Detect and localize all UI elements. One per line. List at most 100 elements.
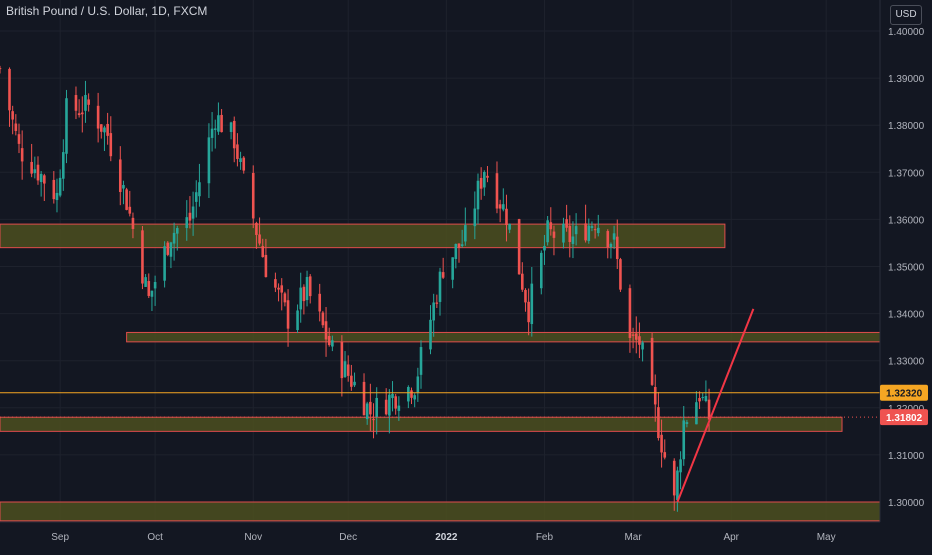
candle xyxy=(55,178,59,213)
candle xyxy=(479,167,483,200)
candle xyxy=(11,105,14,135)
candle xyxy=(84,80,87,123)
candle xyxy=(172,222,176,261)
price-zone[interactable] xyxy=(126,331,894,343)
candle xyxy=(185,200,189,241)
candle xyxy=(634,316,638,354)
candle xyxy=(394,394,397,415)
x-tick-label: Feb xyxy=(536,532,554,543)
candle xyxy=(213,119,217,149)
candle xyxy=(296,304,299,334)
y-tick-label: 1.38000 xyxy=(888,121,925,132)
price-axis[interactable]: 1.40000 1.39000 1.38000 1.37000 1.36000 1.350… xyxy=(879,0,932,550)
candle xyxy=(521,262,524,292)
candle xyxy=(391,381,394,412)
candle xyxy=(261,238,265,258)
candle xyxy=(77,99,81,118)
candle xyxy=(232,116,236,163)
candle xyxy=(375,387,378,435)
candle xyxy=(701,392,705,401)
candle xyxy=(552,225,556,256)
candle xyxy=(619,257,622,292)
candle xyxy=(242,156,246,174)
candle xyxy=(438,267,442,316)
price-zone[interactable] xyxy=(0,501,881,522)
candle xyxy=(99,124,103,139)
currency-button[interactable]: USD xyxy=(890,5,922,25)
candle xyxy=(653,374,657,422)
candle xyxy=(327,327,331,347)
candle xyxy=(166,241,170,257)
candle xyxy=(672,458,676,511)
candle xyxy=(495,161,499,214)
candle xyxy=(660,419,663,468)
candle xyxy=(435,294,439,309)
y-tick-label: 1.33000 xyxy=(888,357,925,368)
candle xyxy=(473,191,477,240)
candle xyxy=(698,391,701,409)
candle xyxy=(502,188,505,212)
candle xyxy=(350,364,353,391)
candle xyxy=(318,283,322,322)
candle xyxy=(8,67,11,127)
time-axis[interactable]: Sep Oct Nov Dec 2022 Feb Mar Apr May xyxy=(0,521,932,550)
candle xyxy=(593,223,597,239)
y-tick-label: 1.36000 xyxy=(888,215,925,226)
candle xyxy=(676,466,679,512)
x-tick-label: May xyxy=(817,532,836,543)
candle xyxy=(74,86,78,120)
candle xyxy=(239,151,242,170)
candle xyxy=(365,401,369,425)
candle xyxy=(188,196,192,229)
candle xyxy=(169,241,173,269)
y-tick-label: 1.30000 xyxy=(888,498,925,509)
candle xyxy=(229,121,233,140)
candle xyxy=(210,112,214,152)
candle xyxy=(43,173,46,202)
candle xyxy=(191,191,195,236)
price-zone[interactable] xyxy=(0,416,843,432)
candle xyxy=(39,171,43,197)
y-tick-label: 1.39000 xyxy=(888,74,925,85)
candle xyxy=(429,305,432,355)
candle xyxy=(549,207,553,236)
candle xyxy=(277,283,280,302)
y-tick-label: 1.37000 xyxy=(888,168,925,179)
candle xyxy=(410,387,413,405)
x-tick-label: Oct xyxy=(147,532,163,543)
candle xyxy=(198,163,201,207)
candle xyxy=(343,351,347,379)
candle xyxy=(606,229,610,259)
candle xyxy=(587,218,591,244)
candle xyxy=(14,114,18,136)
x-tick-label: Apr xyxy=(723,532,739,543)
candle xyxy=(30,143,33,178)
candle xyxy=(615,219,619,269)
candle xyxy=(631,327,635,349)
candle xyxy=(150,290,154,312)
candle xyxy=(52,171,56,204)
candle xyxy=(128,190,132,217)
candle xyxy=(657,392,660,441)
candle xyxy=(308,274,312,304)
price-zone[interactable] xyxy=(0,223,726,249)
price-lines xyxy=(0,392,880,418)
candle xyxy=(546,215,549,246)
candle xyxy=(122,180,125,205)
candle xyxy=(20,130,24,180)
candle xyxy=(103,125,106,152)
candle xyxy=(286,289,290,347)
trend-line[interactable] xyxy=(676,308,755,503)
candle xyxy=(596,214,600,237)
candle xyxy=(258,217,261,246)
candle xyxy=(81,96,84,133)
candle xyxy=(346,355,350,382)
candle xyxy=(517,218,521,275)
chart-title: British Pound / U.S. Dollar, 1D, FXCM xyxy=(6,4,208,18)
x-tick-label: Nov xyxy=(244,532,262,543)
candle xyxy=(460,229,464,248)
candle xyxy=(568,215,572,258)
